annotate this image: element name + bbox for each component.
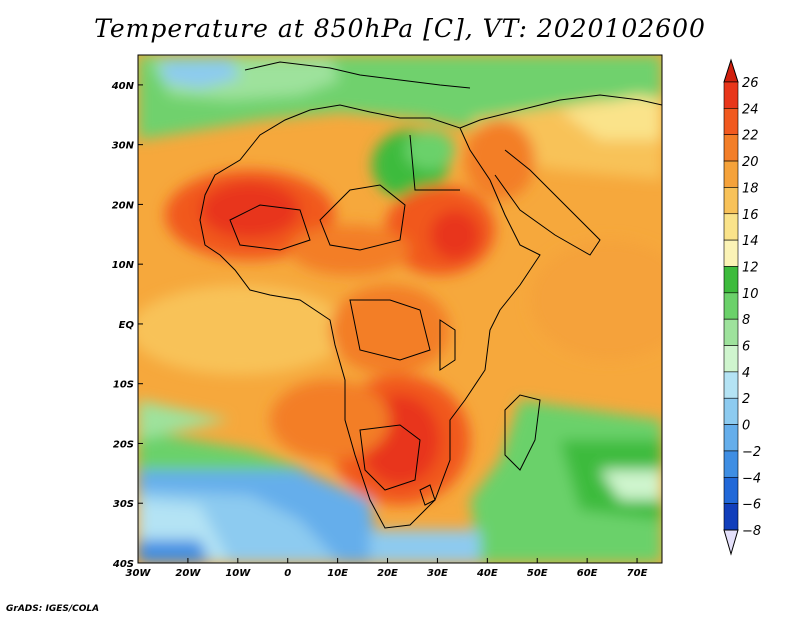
y-tick-label: 10S xyxy=(113,380,134,391)
x-tick-label: 10W xyxy=(225,568,251,579)
colorbar-bin xyxy=(723,160,739,188)
colorbar-bin xyxy=(723,476,739,504)
colorbar-label: −8 xyxy=(742,524,761,539)
colorbar-bin xyxy=(723,503,739,531)
colorbar-bin xyxy=(723,397,739,425)
y-tick-label: 30S xyxy=(113,499,134,510)
y-tick-label: 10N xyxy=(112,260,135,271)
colorbar-label: 16 xyxy=(742,208,759,223)
colorbar-bin xyxy=(723,345,739,373)
plot-frame xyxy=(137,54,663,564)
colorbar-label: −2 xyxy=(742,445,761,460)
colorbar-bin xyxy=(723,187,739,215)
y-tick-label: 40S xyxy=(112,559,134,570)
x-tick-label: 50E xyxy=(527,568,548,579)
colorbar-bin xyxy=(723,134,739,162)
y-tick-label: 30N xyxy=(112,141,135,152)
colorbar-bin xyxy=(723,213,739,241)
y-tick-label: 20N xyxy=(112,200,135,211)
colorbar-label: 8 xyxy=(742,313,750,328)
colorbar-bottom-arrow xyxy=(723,529,739,556)
x-tick-label: 70E xyxy=(627,568,648,579)
x-tick-label: 20E xyxy=(377,568,398,579)
colorbar-bin xyxy=(723,292,739,320)
colorbar-label: −6 xyxy=(742,498,761,513)
colorbar-bin xyxy=(723,239,739,267)
colorbar-label: 18 xyxy=(742,181,759,196)
temperature-field xyxy=(138,55,662,563)
colorbar-bin xyxy=(723,108,739,136)
colorbar-label: 26 xyxy=(742,76,759,91)
map-title: Temperature at 850hPa [C], VT: 202010260… xyxy=(94,14,706,43)
coastline-outline xyxy=(199,61,662,529)
x-tick-label: 0 xyxy=(284,568,291,579)
x-tick-label: 20W xyxy=(175,568,201,579)
y-tick-label: EQ xyxy=(119,320,135,331)
x-tick-label: 10E xyxy=(327,568,348,579)
colorbar-label: 2 xyxy=(742,392,750,407)
colorbar-label: 0 xyxy=(742,419,750,434)
colorbar-label: 14 xyxy=(742,234,759,249)
colorbar-label: 20 xyxy=(742,155,759,170)
y-tick-label: 20S xyxy=(113,439,134,450)
colorbar-bin xyxy=(723,450,739,478)
colorbar-label: 4 xyxy=(742,366,750,381)
grads-credit: GrADS: IGES/COLA xyxy=(6,604,100,614)
x-tick-label: 30E xyxy=(427,568,448,579)
colorbar-bin xyxy=(723,424,739,452)
y-tick-label: 40N xyxy=(111,81,135,92)
x-tick-label: 30W xyxy=(126,568,152,579)
colorbar-bin xyxy=(723,81,739,109)
colorbar-label: 6 xyxy=(742,340,750,355)
colorbar-bin xyxy=(723,371,739,399)
y-axis: 40N 30N 20N 10N EQ 10S 20S 30S 40S xyxy=(111,81,143,570)
colorbar-label: −4 xyxy=(742,471,761,486)
colorbar-label: 12 xyxy=(742,260,759,275)
colorbar-top-arrow xyxy=(723,58,739,83)
colorbar-bin xyxy=(723,318,739,346)
x-axis: 30W 20W 10W 0 10E 20E 30E 40E 50E 60E 70E xyxy=(126,558,648,579)
colorbar-label: 22 xyxy=(742,129,759,144)
x-tick-label: 60E xyxy=(577,568,598,579)
colorbar-label: 24 xyxy=(742,102,759,117)
x-tick-label: 40E xyxy=(476,568,498,579)
colorbar-label: 10 xyxy=(742,287,759,302)
colorbar-bin xyxy=(723,266,739,294)
